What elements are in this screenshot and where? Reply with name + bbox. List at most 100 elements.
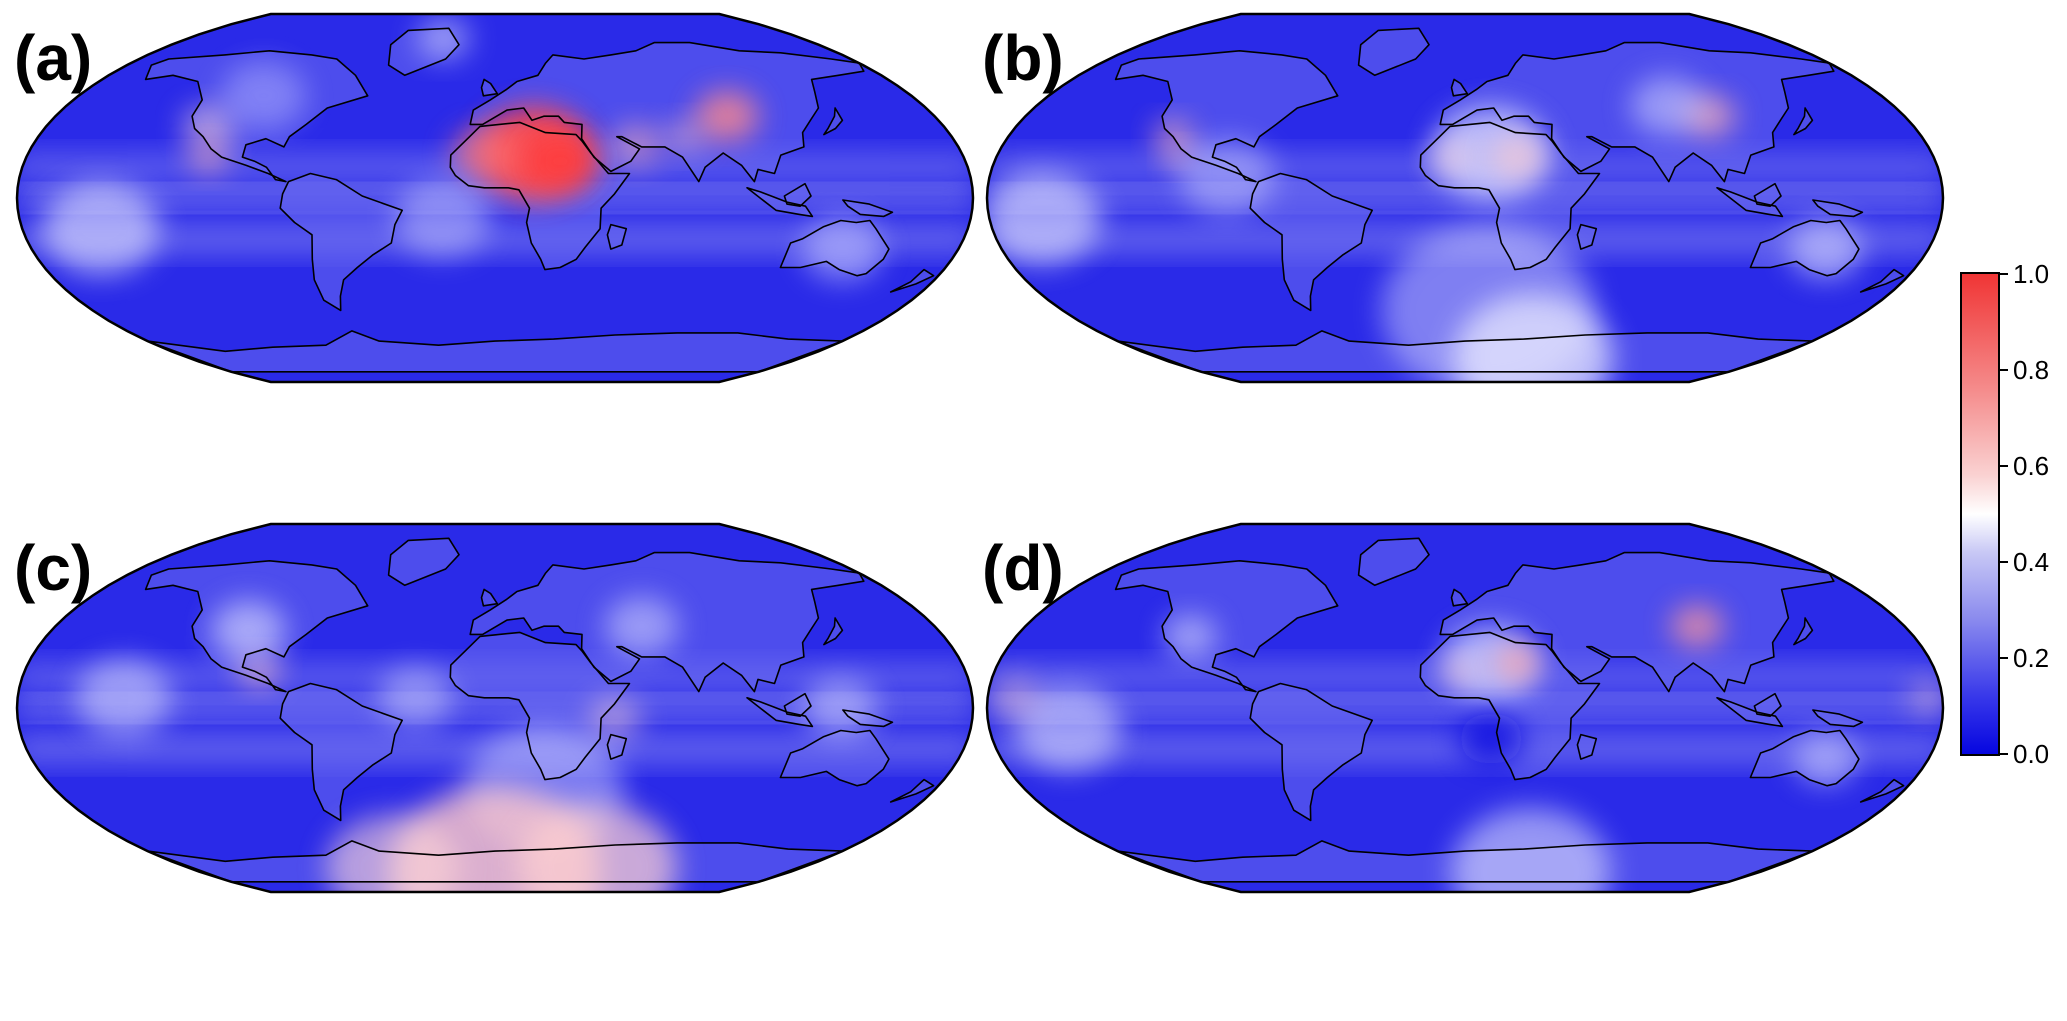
colorbar-tick — [1998, 657, 2008, 659]
value-region — [238, 654, 282, 689]
coastline-japan — [1793, 617, 1814, 646]
coastline-greenland — [387, 537, 460, 587]
land-shade-greenland — [388, 538, 459, 586]
value-region — [604, 596, 679, 656]
coastline-northAmerica — [144, 50, 369, 183]
coastline-borneo — [1753, 692, 1782, 717]
land-shade-borneo — [1754, 183, 1781, 207]
colorbar-tick — [1998, 465, 2008, 467]
panel-label-b: (b) — [982, 22, 1064, 94]
colorbar-tick — [1998, 561, 2008, 563]
colorbar-gradient — [1960, 272, 2000, 756]
value-region — [75, 659, 172, 737]
value-region — [1015, 685, 1122, 771]
coastline-eurasia — [1439, 41, 1835, 183]
land-shade-southAmerica — [280, 173, 403, 311]
coastline-australia — [1749, 729, 1860, 787]
coastline-antarctica — [146, 330, 844, 373]
coastline-eurasia — [1439, 551, 1835, 693]
colorbar-tick — [1998, 273, 2008, 275]
coastline-newGuinea — [1812, 199, 1864, 218]
value-region — [803, 678, 878, 738]
coastline-northAmerica — [144, 560, 369, 693]
coastline-indonesia — [1716, 697, 1784, 728]
value-region — [1490, 135, 1544, 179]
value-region — [326, 814, 459, 892]
value-region — [394, 180, 490, 257]
coastline-southAmerica — [279, 682, 403, 822]
land-shade-borneo — [1754, 693, 1781, 717]
panel-label-d: (d) — [982, 532, 1064, 604]
value-region — [378, 668, 453, 728]
equatorial-band — [17, 189, 973, 207]
land-shade-britain — [1451, 589, 1468, 606]
coastline-eurasia — [469, 551, 865, 693]
coastline-britain — [480, 78, 499, 97]
map-panel-b — [985, 12, 1945, 384]
equatorial-band — [17, 699, 973, 717]
land-shade-newGuinea — [1812, 710, 1863, 727]
value-region — [1459, 713, 1524, 765]
colorbar-tick — [1998, 369, 2008, 371]
land-shade-indonesia — [1717, 697, 1783, 727]
panel-label-a: (a) — [14, 22, 93, 94]
value-region — [987, 171, 1101, 266]
coastline-madagascar — [1576, 223, 1598, 250]
coastline-japan — [1793, 107, 1814, 136]
land-shade-eurasia — [1440, 552, 1834, 692]
land-shade-greenland — [1358, 28, 1429, 76]
coastline-antarctica — [146, 840, 844, 883]
value-region — [1430, 140, 1474, 175]
value-region — [1179, 139, 1275, 216]
value-region — [1788, 219, 1863, 279]
land-shade-australia — [780, 730, 889, 786]
coastline-indonesia — [1716, 187, 1784, 218]
coastline-borneo — [783, 182, 812, 207]
value-region — [1164, 615, 1218, 658]
value-region — [1670, 604, 1724, 648]
colorbar-label-1-0: 1.0 — [2013, 259, 2050, 289]
coastline-southAmerica — [279, 172, 403, 312]
value-region — [187, 140, 230, 175]
coastline-japan — [823, 617, 844, 646]
land-shade-britain — [481, 79, 498, 96]
value-region — [1451, 807, 1611, 892]
coastline-greenland — [1357, 537, 1430, 587]
coastline-newGuinea — [1812, 709, 1864, 728]
map-panel-a — [15, 12, 975, 384]
coastline-africa — [449, 631, 631, 781]
coastline-newZealand — [889, 778, 935, 803]
value-region — [450, 127, 514, 179]
value-region — [517, 803, 678, 892]
coastline-britain — [1450, 588, 1469, 607]
coastline-madagascar — [606, 223, 628, 250]
land-shade-eurasia — [470, 42, 864, 182]
coastline-borneo — [1753, 182, 1782, 207]
map-border — [15, 12, 975, 384]
equatorial-band — [987, 699, 1943, 717]
coastline-northAmerica — [1114, 50, 1339, 183]
value-region — [211, 600, 286, 661]
coastline-newGuinea — [842, 199, 894, 218]
land-shade-newGuinea — [842, 200, 893, 217]
land-shade-newGuinea — [1812, 200, 1863, 217]
value-region — [695, 90, 759, 142]
coastline-newZealand — [889, 268, 935, 293]
value-region — [1443, 658, 1476, 684]
map-panel-d — [985, 522, 1945, 894]
colorbar-label-0-8: 0.8 — [2013, 355, 2050, 385]
land-shade-indonesia — [747, 187, 813, 217]
land-shade-greenland — [1358, 538, 1429, 586]
land-shade-indonesia — [1717, 187, 1783, 217]
coastline-australia — [1749, 219, 1860, 277]
coastline-southAmerica — [1249, 172, 1373, 312]
coastline-japan — [823, 107, 844, 136]
value-region — [523, 131, 598, 191]
coastline-britain — [1450, 78, 1469, 97]
map-panel-c — [15, 522, 975, 894]
coastline-africa — [449, 121, 631, 271]
value-region — [42, 181, 160, 276]
coastline-northAmerica — [1114, 560, 1339, 693]
coastline-borneo — [783, 692, 812, 717]
panel-label-c: (c) — [14, 532, 93, 604]
